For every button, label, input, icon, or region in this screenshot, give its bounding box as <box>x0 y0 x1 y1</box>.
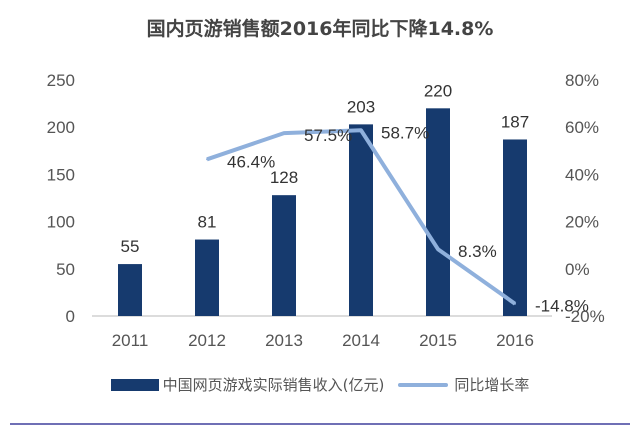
bar-2014 <box>349 124 373 316</box>
separator-line <box>10 423 630 425</box>
x-tick-label: 2016 <box>496 331 534 350</box>
bar-2012 <box>195 239 219 316</box>
legend-swatch-bar <box>110 378 159 391</box>
growth-point-2013 <box>283 132 285 135</box>
right-tick-label: 80% <box>565 71 599 90</box>
bar-2011 <box>118 264 142 316</box>
left-tick-label: 0 <box>66 307 75 326</box>
growth-point-2014 <box>360 129 362 132</box>
growth-value-label: 58.7% <box>381 123 429 142</box>
left-tick-label: 150 <box>47 165 75 184</box>
x-tick-label: 2015 <box>419 331 457 350</box>
growth-value-label: 8.3% <box>458 242 497 261</box>
x-tick-label: 2011 <box>112 331 149 350</box>
left-tick-label: 50 <box>56 260 75 279</box>
bar-value-label: 203 <box>347 97 375 116</box>
right-tick-label: 0% <box>565 260 590 279</box>
growth-point-2016 <box>514 302 516 305</box>
chart-title: 国内页游销售额2016年同比下降14.8% <box>146 18 494 40</box>
growth-value-label: 57.5% <box>304 126 352 145</box>
right-tick-label: -20% <box>565 307 605 326</box>
right-tick-label: 40% <box>565 165 599 184</box>
bar-value-label: 55 <box>121 237 140 256</box>
legend: 中国网页游戏实际销售收入(亿元) 同比增长率 <box>0 374 640 395</box>
bar-value-label: 81 <box>198 213 217 232</box>
left-tick-label: 200 <box>47 118 75 137</box>
growth-point-2012 <box>206 158 208 161</box>
bar-value-label: 220 <box>424 81 452 100</box>
growth-value-label: 46.4% <box>227 152 275 171</box>
legend-label-growth: 同比增长率 <box>454 376 530 394</box>
x-tick-label: 2013 <box>265 331 303 350</box>
right-tick-label: 60% <box>565 118 599 137</box>
x-tick-label: 2014 <box>342 331 380 350</box>
legend-swatch-line <box>398 382 449 387</box>
bar-2016 <box>503 139 527 316</box>
left-tick-label: 250 <box>47 71 75 90</box>
growth-value-label: -14.8% <box>535 297 589 316</box>
bar-2015 <box>426 108 450 316</box>
left-tick-label: 100 <box>47 213 75 232</box>
bar-2013 <box>272 195 296 316</box>
right-tick-label: 20% <box>565 213 599 232</box>
bar-value-label: 187 <box>501 112 529 131</box>
bar-value-label: 128 <box>270 168 298 187</box>
legend-label-revenue: 中国网页游戏实际销售收入(亿元) <box>162 376 385 394</box>
x-tick-label: 2012 <box>188 331 226 350</box>
growth-point-2015 <box>437 248 439 251</box>
